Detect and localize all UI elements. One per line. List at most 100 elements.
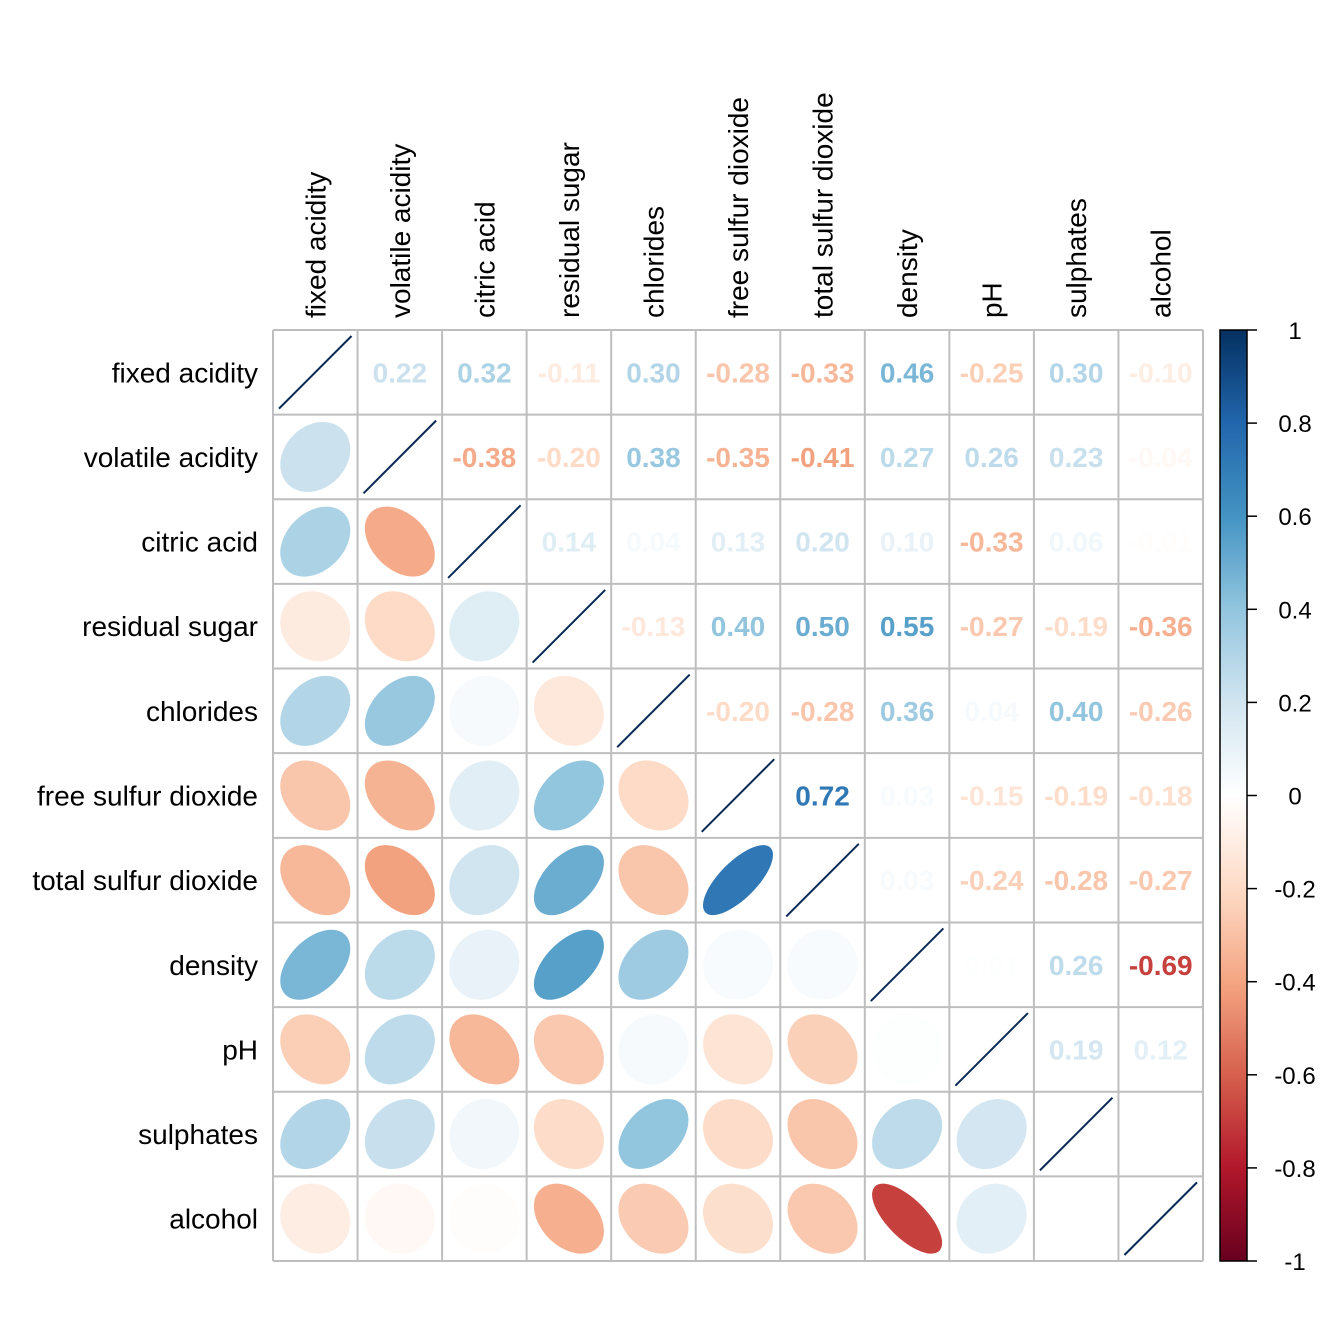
correlation-value: 0.30 <box>626 357 681 388</box>
correlation-ellipse <box>956 1099 1027 1170</box>
correlation-ellipse <box>787 929 858 1000</box>
matrix-cells: 0.22 0.32 -0.11 0.30 -0.28 -0.33 0.46 -0.25 0.30… <box>278 335 1198 1256</box>
correlation-value: 0.36 <box>880 696 935 727</box>
diagonal-line <box>447 504 522 579</box>
row-label: pH <box>222 1034 258 1065</box>
row-label: free sulfur dioxide <box>37 781 258 812</box>
column-label: sulphates <box>1061 198 1092 318</box>
column-label: citric acid <box>469 201 500 318</box>
column-label: residual sugar <box>554 142 585 318</box>
correlation-ellipse <box>364 1099 435 1170</box>
diagonal-line <box>870 927 945 1002</box>
correlation-ellipse <box>280 1099 351 1170</box>
correlation-value: 0.00 <box>1133 1119 1188 1150</box>
column-label: alcohol <box>1146 229 1177 318</box>
diagonal-line <box>701 758 775 833</box>
row-label: volatile acidity <box>84 442 258 473</box>
correlation-ellipse <box>364 845 435 916</box>
row-label: density <box>169 950 258 981</box>
correlation-value: -0.28 <box>706 357 770 388</box>
correlation-value: 0.72 <box>795 781 850 812</box>
correlation-value: 0.55 <box>880 611 935 642</box>
correlation-value: -0.33 <box>960 527 1024 558</box>
correlation-value: -0.26 <box>1129 696 1193 727</box>
row-label: citric acid <box>141 527 258 558</box>
correlation-ellipse <box>364 591 435 662</box>
correlation-value: -0.19 <box>1044 781 1108 812</box>
correlation-ellipse <box>280 845 351 916</box>
correlation-ellipse <box>533 760 604 831</box>
correlation-ellipse <box>449 675 520 746</box>
colorbar-tick-label: -1 <box>1284 1249 1305 1276</box>
correlation-value: -0.41 <box>791 442 855 473</box>
correlation-ellipse <box>787 1014 858 1085</box>
correlation-value: -0.25 <box>960 357 1024 388</box>
correlation-value: 0.06 <box>1049 527 1104 558</box>
column-label: free sulfur dioxide <box>723 97 754 318</box>
column-label: pH <box>977 282 1008 318</box>
row-label: residual sugar <box>82 611 258 642</box>
correlation-ellipse <box>364 675 435 746</box>
row-labels: fixed acidity volatile acidity citric acid… <box>32 357 258 1234</box>
correlation-value: 0.03 <box>880 781 935 812</box>
correlation-ellipse <box>280 506 351 577</box>
correlation-ellipse <box>872 1183 943 1254</box>
correlation-value: -0.69 <box>1129 950 1193 981</box>
correlation-value: 0.20 <box>795 527 850 558</box>
correlation-value: 0.04 <box>626 527 681 558</box>
colorbar-tick-label: 1 <box>1288 318 1301 345</box>
column-labels: fixed acidity volatile acidity citric acid… <box>300 92 1176 318</box>
correlation-value: 0.23 <box>1049 442 1104 473</box>
diagonal-line <box>1123 1181 1198 1256</box>
correlation-value: 0.10 <box>880 527 935 558</box>
correlation-value: 0.46 <box>880 357 935 388</box>
correlation-value: -0.13 <box>622 611 686 642</box>
correlation-ellipse <box>618 1099 689 1170</box>
column-label: density <box>892 229 923 318</box>
row-label: sulphates <box>138 1119 258 1150</box>
correlation-value: -0.20 <box>706 696 770 727</box>
correlation-ellipse <box>787 1183 858 1254</box>
correlation-ellipse <box>872 1014 943 1085</box>
correlation-ellipse <box>618 845 689 916</box>
correlation-value: 0.12 <box>1133 1034 1188 1065</box>
correlation-ellipse <box>787 1099 858 1170</box>
correlation-ellipse <box>702 929 774 1000</box>
correlation-ellipse <box>533 1099 604 1170</box>
colorbar: 1 0.8 0.6 0.4 0.2 0 -0.2 -0.4 -0.6 -0.8 -1 <box>1219 318 1316 1276</box>
diagonal-line <box>954 1012 1029 1087</box>
correlation-ellipse <box>280 1183 351 1254</box>
colorbar-tick-label: 0.6 <box>1278 504 1311 531</box>
correlation-ellipse <box>364 1014 435 1085</box>
column-label: total sulfur dioxide <box>808 92 839 318</box>
correlation-value: 0.40 <box>711 611 766 642</box>
row-label: chlorides <box>146 696 258 727</box>
correlation-value: 0.01 <box>964 950 1019 981</box>
correlation-ellipse <box>280 421 351 492</box>
correlation-ellipse <box>280 929 351 1000</box>
correlation-value: 0.04 <box>964 696 1019 727</box>
correlation-ellipse <box>533 1183 604 1254</box>
correlation-value: 0.19 <box>1049 1034 1104 1065</box>
correlation-ellipse <box>533 1014 604 1085</box>
correlation-ellipse <box>702 1014 774 1085</box>
correlation-value: -0.28 <box>791 696 855 727</box>
correlation-ellipse <box>449 929 520 1000</box>
diagonal-line <box>362 419 437 494</box>
correlation-ellipse <box>533 675 604 746</box>
correlation-value: -0.33 <box>791 357 855 388</box>
correlation-value: 0.27 <box>880 442 935 473</box>
grid-lines <box>272 329 1204 1262</box>
correlation-value: -0.28 <box>1044 865 1108 896</box>
correlation-ellipse <box>618 760 689 831</box>
correlation-ellipse <box>449 1183 520 1254</box>
correlation-ellipse <box>280 675 351 746</box>
column-label: fixed acidity <box>300 172 331 318</box>
correlation-ellipse <box>618 1183 689 1254</box>
diagonal-line <box>278 335 353 410</box>
colorbar-tick-label: -0.6 <box>1274 1063 1315 1090</box>
colorbar-tick-label: 0.2 <box>1278 690 1311 717</box>
correlation-ellipse <box>364 929 435 1000</box>
correlation-ellipse <box>702 1099 774 1170</box>
